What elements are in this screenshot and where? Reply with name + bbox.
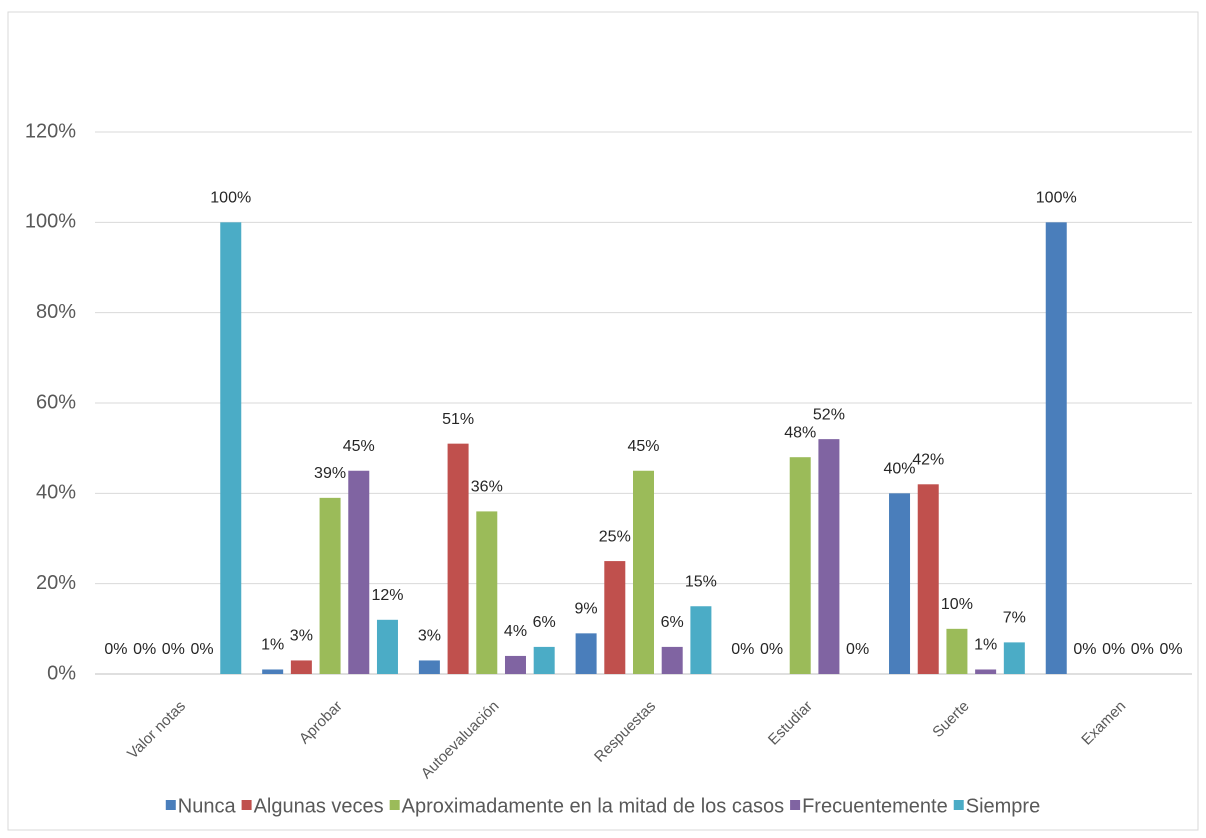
x-tick-label: Aprobar	[296, 698, 346, 748]
x-tick-label: Examen	[1078, 698, 1129, 749]
data-label: 0%	[1102, 641, 1125, 658]
bar	[319, 497, 341, 674]
bar	[418, 660, 440, 674]
data-label: 0%	[731, 641, 754, 658]
legend-marker	[389, 800, 400, 810]
bar	[889, 493, 911, 674]
y-tick-label: 120%	[25, 120, 76, 142]
data-label: 0%	[190, 641, 213, 658]
data-label: 42%	[912, 452, 944, 469]
bar	[1045, 222, 1067, 675]
x-tick-label: Valor notas	[124, 698, 189, 763]
data-label: 45%	[627, 438, 659, 455]
y-tick-label: 20%	[36, 572, 76, 594]
data-label: 10%	[941, 596, 973, 613]
bar	[917, 484, 939, 674]
y-tick-label: 40%	[36, 482, 76, 504]
data-label: 0%	[760, 641, 783, 658]
y-tick-label: 60%	[36, 391, 76, 413]
x-tick-label: Suerte	[929, 698, 972, 741]
legend-marker	[241, 800, 252, 810]
data-label: 3%	[418, 628, 441, 645]
bar	[975, 669, 997, 674]
bar	[575, 633, 597, 674]
data-label: 9%	[575, 601, 598, 618]
data-label: 6%	[661, 614, 684, 631]
data-label: 45%	[343, 438, 375, 455]
x-tick-label: Respuestas	[591, 698, 659, 766]
bar	[633, 470, 654, 674]
bar	[533, 646, 555, 674]
data-label: 0%	[162, 641, 185, 658]
data-label: 6%	[533, 614, 556, 631]
data-label: 0%	[1131, 641, 1154, 658]
data-label: 25%	[599, 528, 631, 545]
data-label: 0%	[846, 641, 869, 658]
legend-label: Frecuentemente	[802, 795, 948, 817]
chart-border	[7, 11, 1199, 831]
bar	[504, 655, 526, 674]
y-tick-label: 80%	[36, 301, 76, 323]
bar	[476, 511, 498, 674]
y-tick-label: 0%	[47, 662, 76, 684]
data-label: 0%	[104, 641, 127, 658]
legend-label: Siempre	[966, 795, 1040, 817]
data-label: 1%	[974, 637, 997, 654]
data-label: 3%	[290, 628, 313, 645]
bar	[447, 443, 469, 674]
data-label: 48%	[784, 424, 816, 441]
x-tick-label: Autoevaluación	[418, 698, 503, 783]
bar	[1003, 642, 1025, 674]
bar	[220, 222, 242, 675]
data-label: 0%	[1073, 641, 1096, 658]
legend-marker	[790, 800, 801, 810]
bar	[376, 619, 398, 674]
bar	[262, 669, 284, 674]
data-label: 0%	[1159, 641, 1182, 658]
data-label: 100%	[210, 190, 251, 207]
bar	[690, 606, 712, 674]
legend-label: Aproximadamente en la mitad de los casos	[402, 795, 784, 817]
bar	[946, 628, 968, 674]
data-label: 100%	[1036, 190, 1077, 207]
y-tick-label: 100%	[25, 211, 76, 233]
bar	[604, 561, 626, 674]
data-label: 15%	[685, 573, 717, 590]
data-label: 36%	[471, 479, 503, 496]
data-label: 12%	[371, 587, 403, 604]
data-label: 52%	[813, 406, 845, 423]
x-tick-label: Estudiar	[765, 698, 816, 749]
legend-label: Algunas veces	[254, 795, 384, 817]
bar	[818, 439, 840, 674]
data-label: 4%	[504, 623, 527, 640]
data-label: 40%	[884, 461, 916, 478]
bar	[789, 457, 811, 674]
data-label: 51%	[442, 411, 474, 428]
bar	[290, 660, 312, 674]
legend-label: Nunca	[178, 795, 237, 817]
bar	[661, 646, 683, 674]
data-label: 7%	[1003, 610, 1026, 627]
legend-marker	[165, 800, 176, 810]
data-label: 0%	[133, 641, 156, 658]
legend-marker	[953, 800, 964, 810]
data-label: 39%	[314, 465, 346, 482]
data-label: 1%	[261, 637, 284, 654]
bar	[348, 470, 370, 674]
